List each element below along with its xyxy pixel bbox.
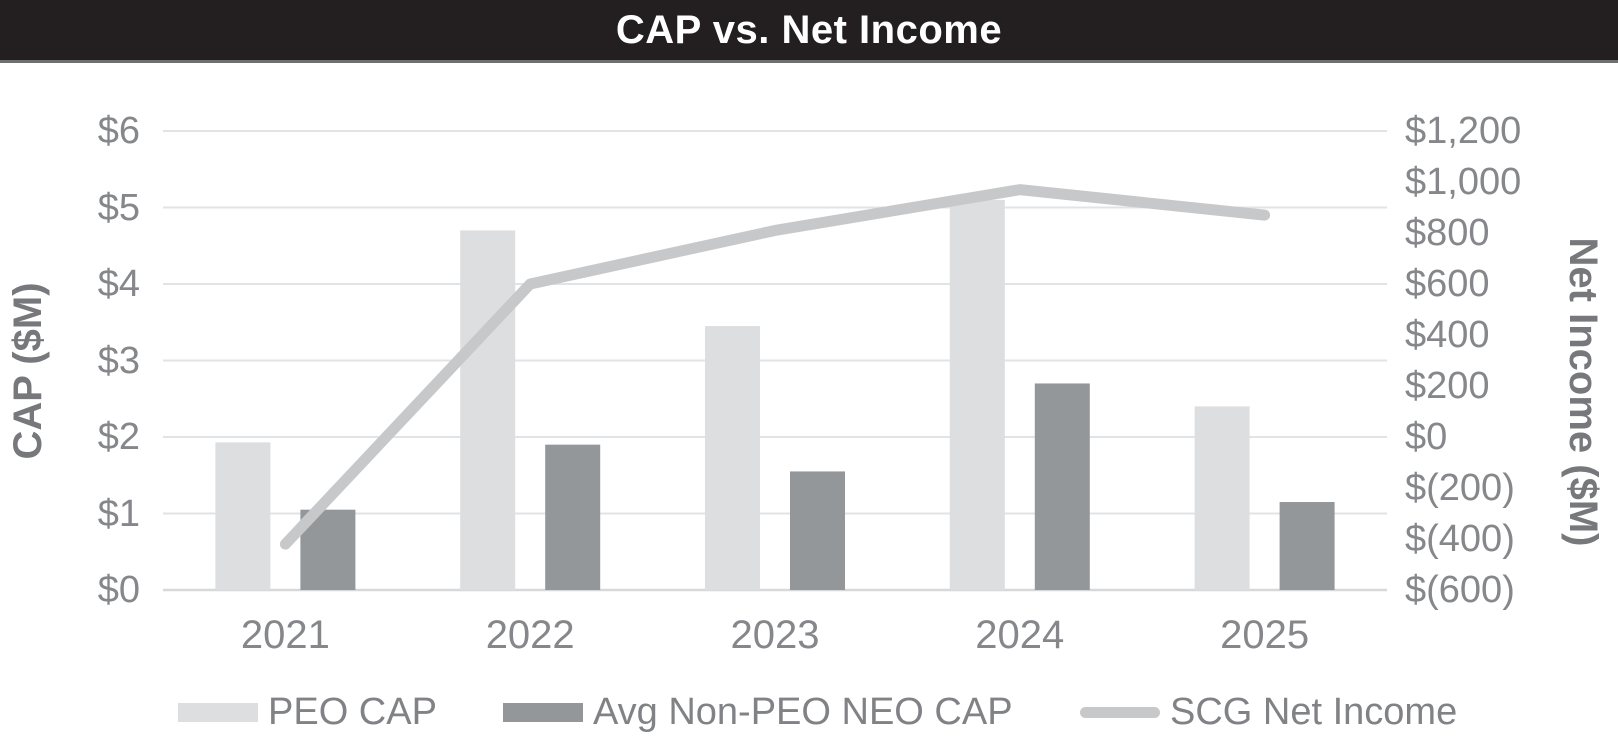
x-label-2025: 2025	[1220, 613, 1310, 657]
legend-label-scg-net-income: SCG Net Income	[1170, 690, 1458, 733]
scg-net-income-line-swatch-icon	[1080, 706, 1160, 718]
bar-2023-avg-non-peo-neo-cap	[790, 471, 845, 590]
bar-2025-peo-cap	[1194, 406, 1250, 590]
right-tick-5: $400	[1405, 314, 1490, 356]
bar-2022-peo-cap	[460, 230, 516, 590]
legend-item-avg-non-peo-neo-cap: Avg Non-PEO NEO CAP	[503, 690, 1013, 733]
chart-title: CAP vs. Net Income	[615, 7, 1003, 52]
bar-2025-avg-non-peo-neo-cap	[1279, 502, 1335, 590]
legend-item-peo-cap: PEO CAP	[178, 690, 437, 733]
bar-2024-peo-cap	[949, 199, 1005, 590]
left-tick-4: $4	[97, 263, 140, 305]
left-tick-0: $0	[97, 569, 140, 611]
chart-header: CAP vs. Net Income	[0, 0, 1618, 63]
x-label-2024: 2024	[975, 613, 1065, 657]
bar-2021-peo-cap	[215, 442, 271, 590]
left-tick-2: $2	[97, 416, 140, 458]
line-scg-net-income	[279, 184, 1271, 550]
legend-item-scg-net-income: SCG Net Income	[1080, 690, 1458, 733]
right-tick-6: $600	[1405, 263, 1490, 305]
right-tick-7: $800	[1405, 212, 1490, 254]
right-tick-4: $200	[1405, 365, 1490, 407]
left-tick-3: $3	[97, 339, 140, 382]
left-tick-6: $6	[97, 110, 140, 152]
x-label-2021: 2021	[240, 613, 330, 657]
right-tick-0: $(600)	[1405, 569, 1515, 611]
right-tick-8: $1,000	[1405, 161, 1522, 203]
right-tick-2: $(200)	[1405, 467, 1515, 509]
bar-2023-peo-cap	[705, 326, 760, 590]
left-tick-1: $1	[97, 492, 140, 535]
left-tick-5: $5	[97, 186, 140, 229]
x-label-2022: 2022	[485, 613, 575, 657]
bar-2022-avg-non-peo-neo-cap	[545, 444, 601, 590]
legend-label-peo-cap: PEO CAP	[268, 690, 437, 733]
bar-2024-avg-non-peo-neo-cap	[1034, 383, 1090, 590]
peo-cap-swatch-icon	[178, 702, 258, 722]
right-tick-9: $1,200	[1405, 110, 1522, 152]
right-tick-1: $(400)	[1405, 518, 1515, 560]
avg-non-peo-neo-cap-swatch-icon	[503, 702, 583, 722]
right-tick-3: $0	[1405, 416, 1448, 458]
x-label-2023: 2023	[730, 613, 820, 657]
legend-label-avg-non-peo-neo-cap: Avg Non-PEO NEO CAP	[593, 690, 1013, 733]
